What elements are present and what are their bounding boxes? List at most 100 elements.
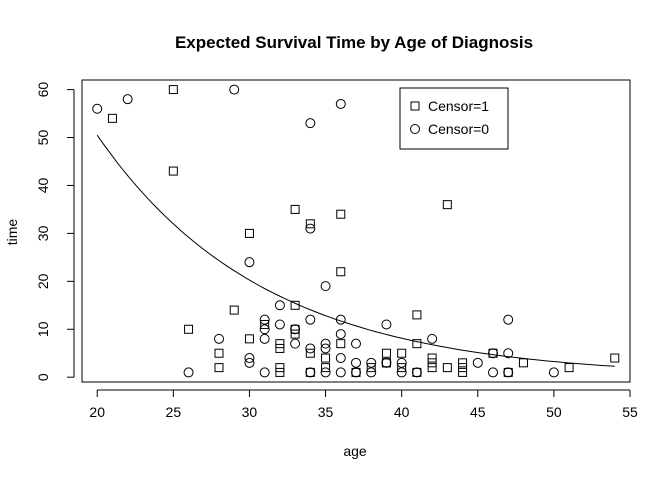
point-censor-0 [381,357,392,368]
data-points [92,84,620,378]
point-censor-1 [336,267,346,277]
point-censor-1 [427,353,437,363]
point-censor-0 [320,338,331,349]
point-censor-1 [275,363,285,373]
point-censor-0 [259,333,270,344]
x-tick-label: 35 [318,404,334,420]
x-tick-label: 40 [394,404,410,420]
y-tick-label: 10 [35,321,51,337]
point-censor-1 [488,348,498,358]
point-censor-0 [366,357,377,368]
legend-label-censor-0: Censor=0 [428,121,489,137]
point-censor-0 [351,338,361,349]
x-axis-label: age [343,443,367,459]
point-censor-0 [274,300,285,311]
point-censor-1 [305,219,315,229]
point-censor-1 [290,329,300,339]
point-censor-0 [320,343,331,354]
point-censor-1 [260,319,270,329]
y-tick-label: 60 [35,82,51,98]
point-censor-0 [229,84,240,95]
point-censor-0 [335,353,346,364]
y-tick-label: 40 [35,177,51,193]
point-censor-0 [290,324,301,335]
x-tick-label: 25 [166,404,182,420]
point-censor-1 [336,339,346,349]
x-tick-label: 50 [546,404,562,420]
legend-box [399,87,509,150]
point-censor-1 [214,363,224,373]
point-censor-0 [305,367,316,378]
chart-title: Expected Survival Time by Age of Diagnos… [175,33,533,52]
point-censor-1 [366,363,376,373]
point-censor-0 [305,343,316,354]
point-censor-0 [122,94,133,105]
point-censor-1 [381,358,391,368]
point-censor-0 [320,367,331,378]
y-axis: 0 10 20 30 40 50 60 [35,82,75,381]
point-censor-1 [168,166,178,176]
point-censor-1 [351,367,361,377]
point-censor-1 [458,358,468,368]
x-tick-label: 45 [470,404,486,420]
y-tick-label: 50 [35,130,51,146]
point-censor-0 [488,367,498,378]
point-censor-1 [321,363,331,373]
point-censor-1 [412,310,422,320]
point-censor-0 [335,98,346,109]
point-censor-0 [503,348,514,359]
point-censor-1 [305,348,315,358]
point-censor-1 [610,353,620,363]
point-censor-1 [305,367,315,377]
point-censor-0 [305,118,316,129]
point-censor-0 [274,319,285,330]
point-censor-1 [518,358,528,368]
point-censor-0 [305,223,316,234]
point-censor-1 [412,367,422,377]
point-censor-0 [396,367,407,378]
point-censor-1 [564,363,574,373]
point-censor-1 [229,305,239,315]
point-censor-1 [214,348,224,358]
y-axis-label: time [4,219,20,246]
point-censor-0 [183,367,194,378]
point-censor-0 [488,348,498,359]
legend-label-censor-1: Censor=1 [428,98,489,114]
point-censor-0 [259,314,270,325]
point-censor-0 [290,338,301,349]
point-censor-1 [397,363,407,373]
point-censor-0 [259,324,270,335]
point-censor-1 [321,353,331,363]
point-censor-0 [214,333,224,344]
point-censor-1 [275,343,285,353]
legend: Censor=1 Censor=0 [399,87,509,150]
point-censor-1 [275,367,285,377]
point-censor-0 [335,329,346,340]
point-censor-0 [335,314,346,325]
y-tick-label: 30 [35,225,51,241]
point-censor-0 [320,281,331,292]
point-censor-1 [336,209,346,219]
point-censor-1 [381,358,391,368]
y-tick-label: 20 [35,273,51,289]
fitted-curve [96,134,615,367]
point-censor-1 [290,324,300,334]
point-censor-1 [458,367,468,377]
point-censor-1 [427,358,437,368]
point-censor-1 [290,300,300,310]
point-censor-0 [503,314,514,325]
point-censor-0 [244,357,255,368]
point-censor-0 [472,357,483,368]
point-censor-0 [244,257,255,268]
x-tick-label: 20 [89,404,105,420]
point-censor-1 [397,348,407,358]
point-censor-0 [335,367,346,378]
point-censor-1 [442,363,452,373]
point-censor-0 [92,103,103,114]
point-censor-0 [503,367,514,378]
point-censor-1 [244,228,254,238]
point-censor-1 [427,363,437,373]
y-tick-label: 0 [35,373,51,381]
point-censor-0 [259,367,270,378]
point-censor-0 [396,357,407,368]
